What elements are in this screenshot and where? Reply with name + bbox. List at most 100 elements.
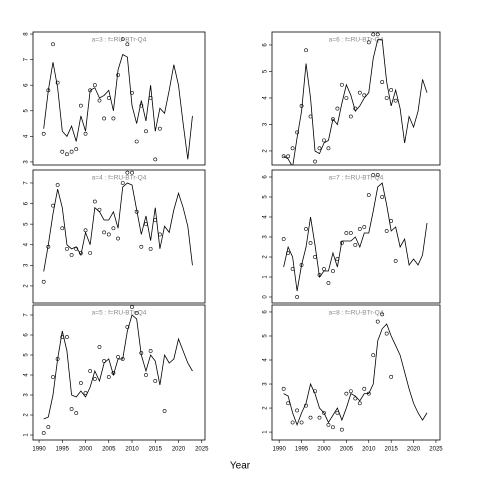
point <box>78 381 83 385</box>
point <box>281 154 286 159</box>
point <box>41 431 46 435</box>
point <box>344 96 349 100</box>
y-tick-label: 1 <box>263 275 269 279</box>
y-tick-label: 5 <box>263 334 269 338</box>
point <box>97 207 102 212</box>
point <box>304 227 308 231</box>
point <box>106 232 111 237</box>
point <box>97 345 102 349</box>
point <box>148 96 153 100</box>
point <box>317 415 322 420</box>
y-tick-label: 0 <box>263 295 269 299</box>
point <box>139 103 144 108</box>
point <box>357 90 362 95</box>
point <box>120 357 125 361</box>
y-tick-label: 2 <box>263 255 269 259</box>
point <box>353 396 358 401</box>
point <box>88 88 93 93</box>
point <box>344 231 349 235</box>
point <box>55 80 60 85</box>
point <box>69 407 74 411</box>
point <box>295 408 299 413</box>
x-tick-label: 2025 <box>429 447 443 453</box>
point <box>139 351 144 355</box>
point <box>78 103 83 108</box>
line <box>43 314 193 420</box>
x-tick-label: 2005 <box>102 447 116 453</box>
point <box>92 377 97 381</box>
point <box>74 246 79 251</box>
point <box>344 391 349 396</box>
point <box>92 199 97 204</box>
point <box>139 244 144 249</box>
point <box>384 96 389 100</box>
plot-frame <box>32 31 206 166</box>
point <box>125 325 130 329</box>
point <box>384 331 389 336</box>
point <box>60 335 65 339</box>
point <box>74 147 79 152</box>
point <box>304 48 308 53</box>
point <box>60 149 65 154</box>
y-tick-label: 3 <box>24 393 30 397</box>
point <box>335 257 340 261</box>
point <box>317 146 322 151</box>
y-tick-label: 8 <box>24 32 30 36</box>
y-tick-label: 4 <box>24 373 30 377</box>
y-tick-label: 5 <box>24 353 30 357</box>
point <box>65 152 69 157</box>
point <box>111 116 116 121</box>
y-tick-label: 6 <box>24 333 30 337</box>
y-tick-label: 2 <box>263 149 269 153</box>
point <box>51 203 55 208</box>
point <box>326 146 331 151</box>
point <box>106 96 111 100</box>
point <box>295 295 299 299</box>
panel-title: a=7 : f=RU-BTr-Q4 <box>329 175 384 182</box>
point <box>162 409 167 413</box>
point <box>313 389 317 394</box>
y-tick-label: 5 <box>24 108 30 112</box>
point <box>299 420 304 425</box>
x-tick-label: 2025 <box>195 447 209 453</box>
plot-area <box>41 170 193 284</box>
plot-frame <box>271 304 441 441</box>
y-tick-label: 6 <box>263 43 269 47</box>
line <box>43 53 193 160</box>
x-tick-label: 2010 <box>125 447 139 453</box>
point <box>304 403 308 408</box>
y-tick-label: 5 <box>263 195 269 199</box>
plot-area <box>41 305 193 435</box>
point <box>366 193 371 197</box>
point <box>393 259 398 263</box>
point <box>290 146 295 151</box>
point <box>55 183 60 187</box>
point <box>120 37 125 42</box>
point <box>375 319 380 324</box>
point <box>371 353 376 358</box>
point <box>83 131 88 136</box>
plot-area <box>281 312 428 432</box>
point <box>308 114 313 119</box>
x-tick-label: 2015 <box>384 447 398 453</box>
x-tick-label: 2000 <box>317 447 331 453</box>
point <box>375 32 380 37</box>
point <box>41 131 46 136</box>
point <box>389 88 394 92</box>
y-tick-label: 7 <box>24 181 30 185</box>
y-tick-label: 6 <box>263 310 269 314</box>
point <box>286 401 291 406</box>
point <box>97 98 102 103</box>
point <box>111 226 116 231</box>
y-tick-label: 2 <box>24 284 30 288</box>
point <box>148 349 153 353</box>
y-tick-label: 5 <box>263 69 269 73</box>
point <box>348 389 353 394</box>
y-tick-label: 1 <box>263 430 269 434</box>
plot-frame <box>271 169 441 304</box>
plot-area <box>281 32 428 165</box>
point <box>322 410 326 415</box>
point <box>286 251 291 255</box>
point <box>134 139 139 144</box>
